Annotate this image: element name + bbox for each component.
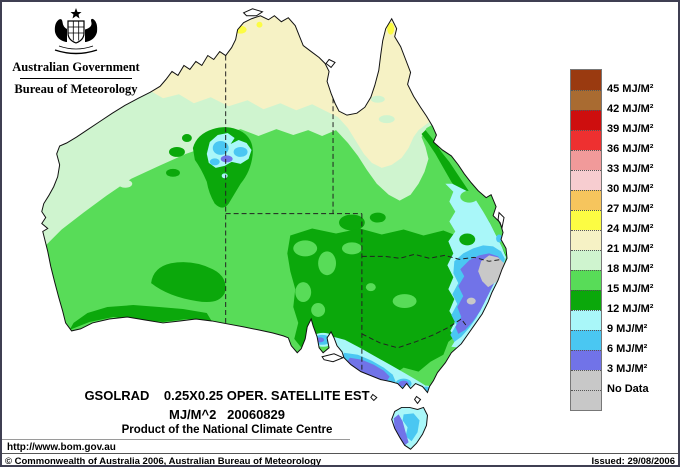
legend-label: 45 MJ/M² [607,83,654,95]
legend-swatch [571,230,601,250]
legend-label: 27 MJ/M² [607,203,654,215]
legend-swatch [571,110,601,130]
legend-swatch [571,210,601,230]
legend-swatch [571,250,601,270]
legend-bar [570,69,602,411]
groote-eylandt [325,58,336,69]
legend-label: 30 MJ/M² [607,183,654,195]
legend-swatch [571,310,601,330]
legend-label: 18 MJ/M² [607,263,654,275]
state-borders [225,55,503,372]
melville-island [242,8,264,17]
logo-divider [20,78,132,79]
legend-label: 12 MJ/M² [607,303,654,315]
map-titles: GSOLRAD 0.25X0.25 OPER. SATELLITE EST MJ… [60,388,394,436]
url-divider [2,439,350,440]
legend-swatch [571,90,601,110]
legend-swatch [571,190,601,210]
legend-swatch [571,350,601,370]
king-island [370,393,378,402]
footer: © Commonwealth of Australia 2006, Austra… [2,455,678,465]
bom-logo: Australian Government Bureau of Meteorol… [8,6,144,97]
legend-swatch [571,130,601,150]
coat-of-arms-icon [54,8,98,55]
gov-title: Australian Government [12,60,140,74]
legend-swatch [571,370,601,390]
product-units-date: MJ/M^2 20060829 [169,407,285,422]
legend-label: 42 MJ/M² [607,103,654,115]
legend-label: 36 MJ/M² [607,143,654,155]
footer-divider [2,453,678,454]
flinders-island [413,395,422,405]
legend-label: 6 MJ/M² [607,343,648,355]
legend-label: 21 MJ/M² [607,243,654,255]
bom-url-link[interactable]: http://www.bom.gov.au [7,442,116,453]
legend-label: 3 MJ/M² [607,363,648,375]
copyright-text: © Commonwealth of Australia 2006, Austra… [5,456,322,467]
legend-swatch [571,150,601,170]
fraser-island [497,211,505,230]
legend-label: No Data [607,383,649,395]
legend-label: 24 MJ/M² [607,223,654,235]
product-title: GSOLRAD 0.25X0.25 OPER. SATELLITE EST [84,388,370,403]
legend-label: 9 MJ/M² [607,323,648,335]
product-subtitle: Product of the National Climate Centre [121,424,333,436]
australia-solar-map [41,8,508,450]
bureau-title: Bureau of Meteorology [14,82,138,96]
legend-swatch [571,290,601,310]
legend-swatch [571,390,601,410]
legend-label: 39 MJ/M² [607,123,654,135]
legend-label: 33 MJ/M² [607,163,654,175]
issued-date: Issued: 29/08/2006 [591,456,675,467]
coastlines [41,8,508,450]
legend-label: 15 MJ/M² [607,283,654,295]
legend-swatch [571,170,601,190]
legend-swatch [571,330,601,350]
legend-swatch [571,70,601,90]
legend-swatch [571,270,601,290]
kangaroo-island [321,353,345,363]
